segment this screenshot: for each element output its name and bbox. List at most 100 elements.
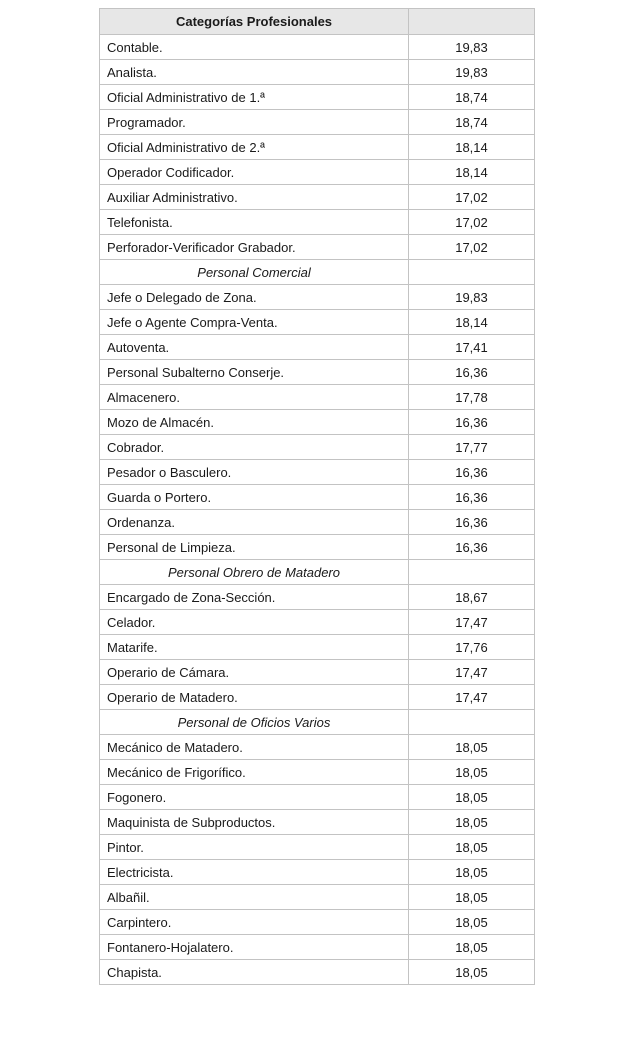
table-row: Almacenero. 17,78: [99, 384, 535, 410]
table-row: Ordenanza. 16,36: [99, 509, 535, 535]
table-row: Chapista. 18,05: [99, 959, 535, 985]
category-value: 16,36: [408, 359, 535, 385]
category-label: Carpintero.: [99, 909, 409, 935]
table-row: Mecánico de Matadero. 18,05: [99, 734, 535, 760]
category-label: Operario de Matadero.: [99, 684, 409, 710]
category-label: Pesador o Basculero.: [99, 459, 409, 485]
category-value: 18,05: [408, 959, 535, 985]
table-row: Analista. 19,83: [99, 59, 535, 85]
section-label: Personal Obrero de Matadero: [99, 559, 409, 585]
category-label: Oficial Administrativo de 2.ª: [99, 134, 409, 160]
category-value: 18,05: [408, 909, 535, 935]
category-label: Matarife.: [99, 634, 409, 660]
table-row: Operador Codificador. 18,14: [99, 159, 535, 185]
category-value: 17,02: [408, 209, 535, 235]
category-value: 18,14: [408, 134, 535, 160]
category-label: Pintor.: [99, 834, 409, 860]
section-row: Personal Comercial: [99, 259, 535, 285]
table-row: Pesador o Basculero. 16,36: [99, 459, 535, 485]
table-row: Guarda o Portero. 16,36: [99, 484, 535, 510]
category-label: Fontanero-Hojalatero.: [99, 934, 409, 960]
category-label: Encargado de Zona-Sección.: [99, 584, 409, 610]
table-row: Auxiliar Administrativo. 17,02: [99, 184, 535, 210]
table-row: Encargado de Zona-Sección. 18,67: [99, 584, 535, 610]
category-value: 16,36: [408, 534, 535, 560]
table-row: Operario de Matadero. 17,47: [99, 684, 535, 710]
table-row: Jefe o Agente Compra-Venta. 18,14: [99, 309, 535, 335]
category-value: 18,74: [408, 109, 535, 135]
category-value: 19,83: [408, 284, 535, 310]
category-value: 17,02: [408, 184, 535, 210]
category-label: Celador.: [99, 609, 409, 635]
category-value: 18,05: [408, 884, 535, 910]
header-row: Categorías Profesionales: [99, 8, 535, 35]
category-value: 17,02: [408, 234, 535, 260]
category-label: Mecánico de Frigorífico.: [99, 759, 409, 785]
category-value: 17,41: [408, 334, 535, 360]
category-value: 18,05: [408, 809, 535, 835]
table-row: Fogonero. 18,05: [99, 784, 535, 810]
table-row: Pintor. 18,05: [99, 834, 535, 860]
category-label: Analista.: [99, 59, 409, 85]
table-row: Personal Subalterno Conserje. 16,36: [99, 359, 535, 385]
table-row: Carpintero. 18,05: [99, 909, 535, 935]
table-row: Cobrador. 17,77: [99, 434, 535, 460]
category-label: Programador.: [99, 109, 409, 135]
table-row: Contable. 19,83: [99, 34, 535, 60]
category-value: 16,36: [408, 484, 535, 510]
table-row: Maquinista de Subproductos. 18,05: [99, 809, 535, 835]
table-row: Programador. 18,74: [99, 109, 535, 135]
category-label: Operario de Cámara.: [99, 659, 409, 685]
table-row: Autoventa. 17,41: [99, 334, 535, 360]
category-label: Chapista.: [99, 959, 409, 985]
category-label: Ordenanza.: [99, 509, 409, 535]
category-label: Mecánico de Matadero.: [99, 734, 409, 760]
category-value: 18,67: [408, 584, 535, 610]
category-value: 18,05: [408, 934, 535, 960]
category-value: 19,83: [408, 34, 535, 60]
category-value: 18,14: [408, 159, 535, 185]
category-value: 16,36: [408, 409, 535, 435]
category-label: Albañil.: [99, 884, 409, 910]
category-label: Oficial Administrativo de 1.ª: [99, 84, 409, 110]
category-value: 18,05: [408, 784, 535, 810]
category-label: Auxiliar Administrativo.: [99, 184, 409, 210]
table-row: Matarife. 17,76: [99, 634, 535, 660]
category-label: Telefonista.: [99, 209, 409, 235]
category-value: 19,83: [408, 59, 535, 85]
category-label: Personal de Limpieza.: [99, 534, 409, 560]
category-value: 17,47: [408, 659, 535, 685]
category-label: Jefe o Delegado de Zona.: [99, 284, 409, 310]
table-row: Telefonista. 17,02: [99, 209, 535, 235]
category-value: 17,76: [408, 634, 535, 660]
header-cell-value-empty: [408, 8, 535, 35]
category-value: 17,78: [408, 384, 535, 410]
category-value: 18,74: [408, 84, 535, 110]
category-label: Electricista.: [99, 859, 409, 885]
category-label: Jefe o Agente Compra-Venta.: [99, 309, 409, 335]
category-label: Maquinista de Subproductos.: [99, 809, 409, 835]
category-value: 16,36: [408, 509, 535, 535]
category-value: 18,14: [408, 309, 535, 335]
table-row: Mecánico de Frigorífico. 18,05: [99, 759, 535, 785]
table-row: Operario de Cámara. 17,47: [99, 659, 535, 685]
category-label: Cobrador.: [99, 434, 409, 460]
section-value-empty: [408, 259, 535, 285]
table-row: Electricista. 18,05: [99, 859, 535, 885]
section-value-empty: [408, 709, 535, 735]
category-label: Mozo de Almacén.: [99, 409, 409, 435]
table-header: Categorías Profesionales: [99, 8, 535, 35]
category-value: 16,36: [408, 459, 535, 485]
section-row: Personal Obrero de Matadero: [99, 559, 535, 585]
category-value: 17,47: [408, 609, 535, 635]
category-value: 17,47: [408, 684, 535, 710]
category-value: 18,05: [408, 834, 535, 860]
category-value: 18,05: [408, 734, 535, 760]
table-row: Jefe o Delegado de Zona. 19,83: [99, 284, 535, 310]
category-label: Contable.: [99, 34, 409, 60]
table-row: Celador. 17,47: [99, 609, 535, 635]
section-label: Personal de Oficios Varios: [99, 709, 409, 735]
table-row: Perforador-Verificador Grabador. 17,02: [99, 234, 535, 260]
category-value: 18,05: [408, 859, 535, 885]
